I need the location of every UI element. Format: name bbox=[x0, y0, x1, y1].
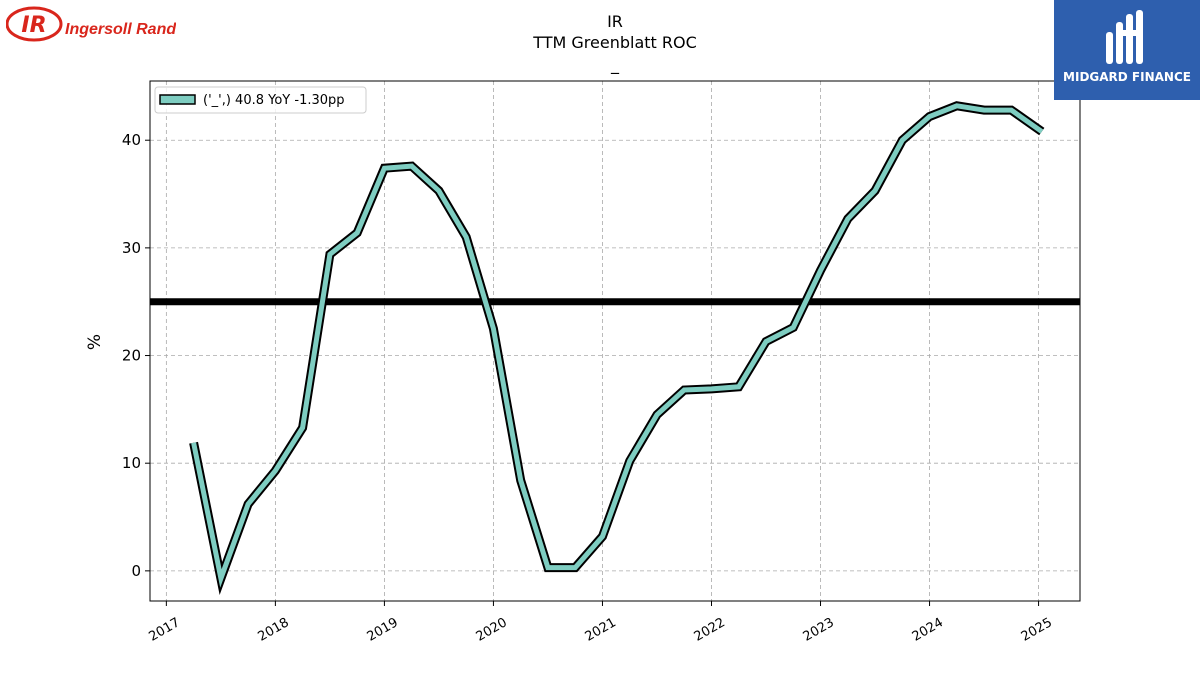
y-tick-label: 20 bbox=[122, 347, 141, 365]
ir-logo-ring-icon bbox=[5, 6, 63, 42]
y-tick-label: 10 bbox=[122, 454, 141, 472]
ingersoll-rand-logo: IR Ingersoll Rand bbox=[5, 6, 177, 42]
legend-swatch bbox=[159, 94, 196, 105]
series-line bbox=[191, 103, 1044, 588]
legend-box bbox=[154, 86, 367, 114]
legend: ('_',) 40.8 YoY -1.30pp bbox=[154, 86, 367, 114]
x-tick-label: 2019 bbox=[365, 615, 401, 645]
x-tick-label: 2025 bbox=[1019, 615, 1055, 645]
x-tick-label: 2023 bbox=[801, 615, 837, 645]
legend-label: ('_',) 40.8 YoY -1.30pp bbox=[203, 93, 345, 108]
y-axis-label: % bbox=[85, 334, 105, 350]
ir-logo-mark: IR bbox=[21, 13, 46, 38]
chart-ticker: IR bbox=[607, 12, 623, 31]
ir-logo-wordmark: Ingersoll Rand bbox=[65, 21, 176, 38]
x-tick-label: 2024 bbox=[910, 615, 946, 645]
plot-frame bbox=[149, 80, 1081, 602]
y-tick-label: 40 bbox=[122, 131, 141, 149]
chart-subtitle: _ bbox=[610, 55, 620, 75]
x-tick-label: 2022 bbox=[692, 615, 728, 645]
grid bbox=[150, 81, 1080, 601]
x-tick-label: 2017 bbox=[147, 615, 183, 645]
chart-title: TTM Greenblatt ROC bbox=[532, 33, 697, 52]
series-line-outline bbox=[189, 101, 1045, 595]
midgard-finance-logo: MIDGARD FINANCE bbox=[1054, 0, 1200, 100]
x-tick-label: 2021 bbox=[583, 615, 619, 645]
x-tick-label: 2018 bbox=[256, 615, 292, 645]
series-layer bbox=[189, 101, 1045, 595]
midgard-logo-wordmark: MIDGARD FINANCE bbox=[1063, 70, 1191, 84]
midgard-logo-icon bbox=[1106, 10, 1143, 64]
y-tick-label: 0 bbox=[131, 562, 141, 580]
x-tick-label: 2020 bbox=[474, 615, 510, 645]
axis-ticks: 0 10 20 30 40 2017 2018 2019 2020 2021 2022 2023 202… bbox=[122, 131, 1055, 645]
y-tick-label: 30 bbox=[122, 239, 141, 257]
